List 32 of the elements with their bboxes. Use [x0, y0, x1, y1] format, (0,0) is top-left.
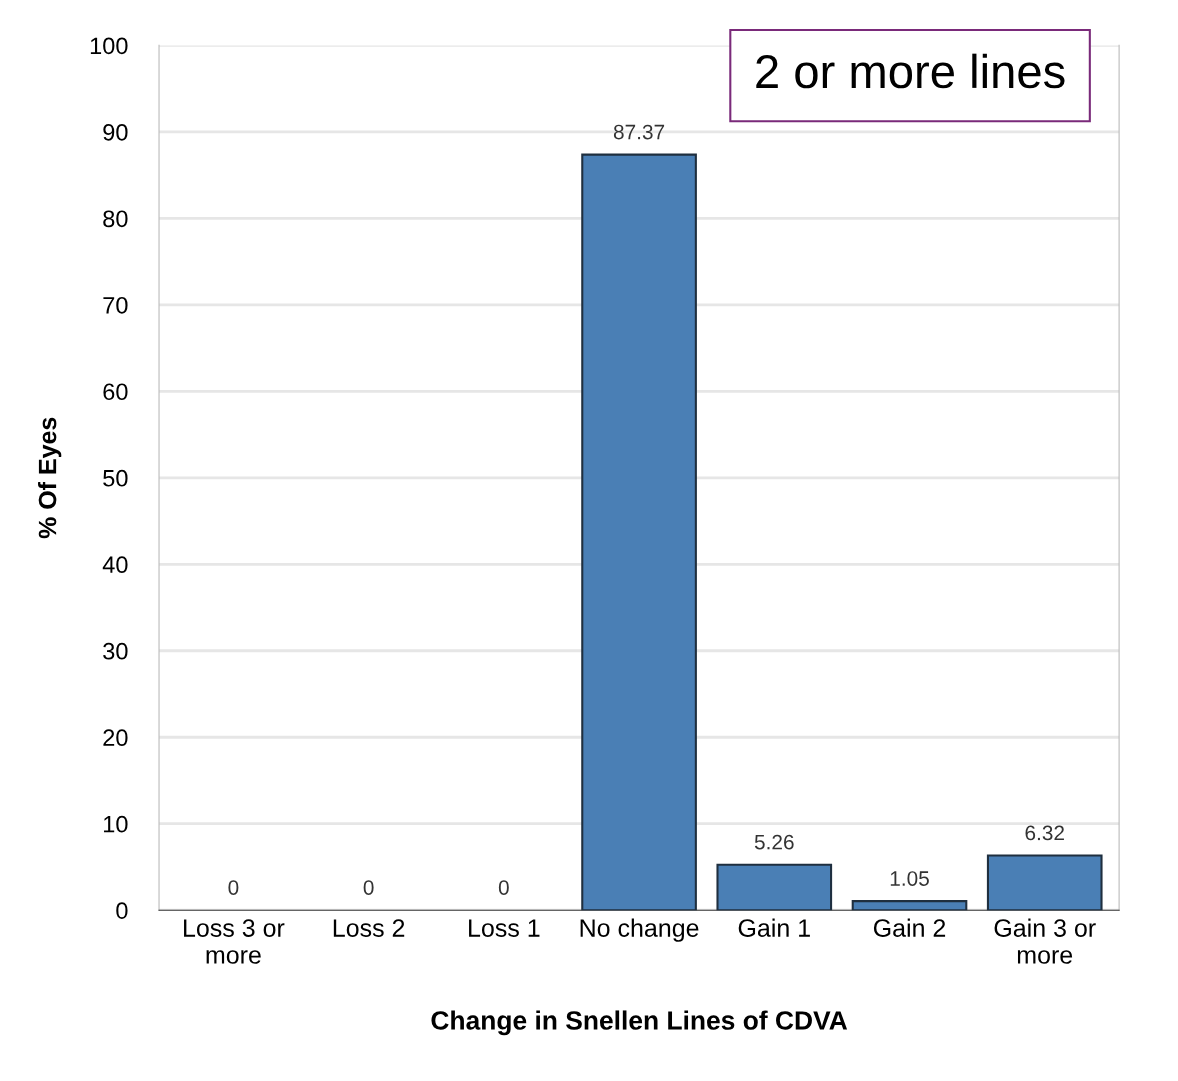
bar	[851, 900, 968, 911]
y-tick-label: 50	[103, 469, 128, 487]
y-tick-label: 90	[103, 123, 128, 141]
bar	[716, 863, 833, 911]
x-tick-label: Loss 3 or more	[184, 919, 285, 964]
y-tick-label: 40	[102, 556, 128, 574]
y-tick-label: 70	[103, 296, 128, 314]
y-axis-title: % Of Eyes	[38, 417, 62, 539]
data-label: 87.37	[613, 124, 665, 140]
bar	[581, 153, 697, 911]
data-label: 5.26	[754, 834, 794, 850]
y-tick-label: 100	[90, 37, 128, 55]
y-tick-label: 80	[103, 210, 128, 228]
x-tick-label: No change	[580, 918, 699, 942]
y-tick-label: 20	[103, 729, 128, 747]
annotation: 2 or more lines	[756, 53, 1065, 89]
y-tick-label: 60	[103, 383, 128, 401]
y-tick-label: 0	[116, 902, 128, 919]
x-tick-label: Loss 2	[333, 919, 405, 937]
data-label: 0	[228, 880, 239, 895]
data-label: 1.05	[890, 871, 929, 886]
y-tick-label: 10	[104, 815, 128, 833]
x-axis-title: Change in Snellen Lines of CDVA	[431, 1010, 848, 1036]
y-tick-label: 30	[103, 642, 128, 660]
bar	[986, 854, 1103, 911]
x-tick-label: Loss 1	[469, 919, 540, 937]
data-label: 6.32	[1025, 825, 1064, 841]
data-label: 0	[498, 880, 509, 895]
x-tick-label: Gain 3 or more	[994, 918, 1096, 964]
data-label: 0	[363, 880, 374, 895]
x-tick-label: Gain 2	[873, 918, 946, 937]
x-tick-label: Gain 1	[738, 918, 810, 937]
